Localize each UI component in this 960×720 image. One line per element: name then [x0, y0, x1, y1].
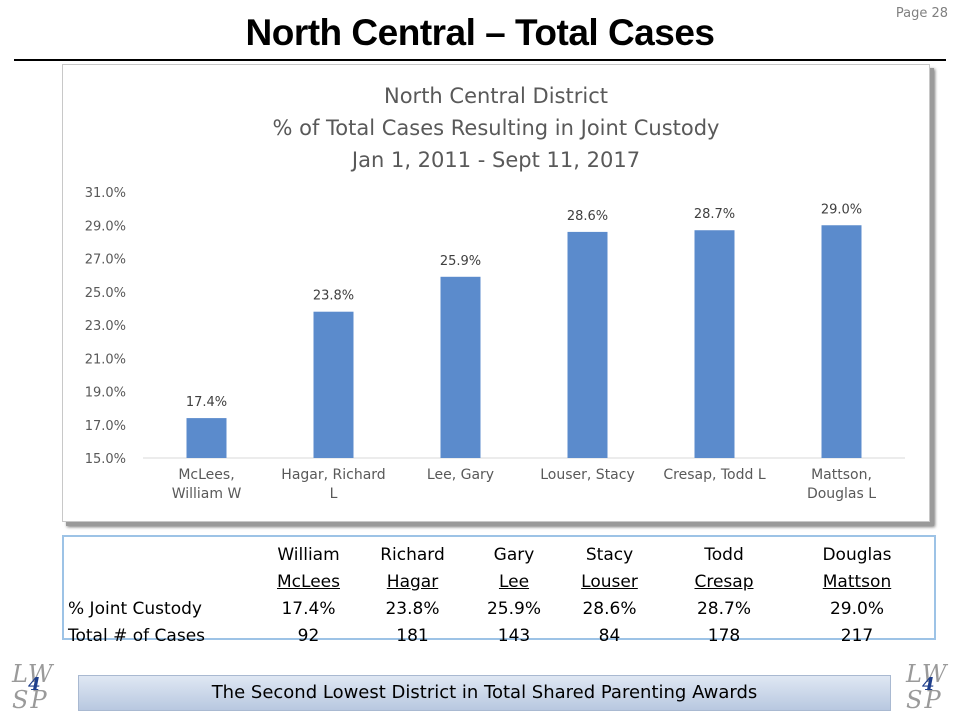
data-table-box: William Richard Gary Stacy Todd Douglas …: [62, 535, 936, 646]
y-tick-label: 19.0%: [85, 386, 126, 401]
bar: [821, 225, 862, 458]
x-tick-label: McLees,: [178, 467, 234, 483]
table-cell: 17.4%: [281, 598, 336, 619]
table-header-cell: Mattson: [822, 571, 892, 592]
logo-number: 4: [28, 674, 41, 695]
slide-title: North Central – Total Cases: [245, 12, 715, 53]
table-cell: 178: [707, 625, 741, 646]
x-tick-label: Hagar, Richard: [281, 467, 385, 483]
chart-title-line: Jan 1, 2011 - Sept 11, 2017: [350, 148, 640, 172]
table-cell: 25.9%: [486, 598, 541, 619]
table-cell: 23.8%: [385, 598, 440, 619]
table-header-first-names: William Richard Gary Stacy Todd Douglas: [68, 541, 927, 568]
y-tick-label: 31.0%: [85, 186, 126, 201]
table-cell: 143: [497, 625, 531, 646]
table-header-cell: William: [277, 544, 340, 565]
table-cell: 84: [598, 625, 621, 646]
table-header-cell: Douglas: [822, 544, 892, 565]
table-row: % Joint Custody 17.4% 23.8% 25.9% 28.6% …: [68, 595, 927, 622]
table-header-cell: Todd: [704, 544, 744, 565]
chart-title-line: North Central District: [384, 84, 608, 108]
table-cell: 28.6%: [582, 598, 637, 619]
table-cell: 92: [297, 625, 320, 646]
logo-text-top: LW: [12, 660, 55, 688]
bar: [567, 231, 608, 458]
lwsp-logo-right: LW 4 SP: [902, 660, 960, 720]
bar: [440, 276, 481, 458]
data-label: 17.4%: [186, 395, 227, 410]
chart-title-line: % of Total Cases Resulting in Joint Cust…: [273, 116, 720, 140]
table-header-last-names: McLees Hagar Lee Louser Cresap Mattson: [68, 568, 927, 595]
page-number: Page 28: [895, 6, 948, 21]
table-cell: 181: [396, 625, 429, 646]
table-header-cell: McLees: [277, 571, 340, 592]
y-tick-label: 25.0%: [85, 286, 126, 301]
logo-text-bottom: SP: [12, 686, 49, 714]
y-tick-label: 23.0%: [85, 319, 126, 334]
y-tick-label: 15.0%: [85, 452, 126, 467]
y-tick-label: 27.0%: [85, 253, 126, 268]
x-tick-label: Mattson,: [811, 467, 872, 483]
table-cell: 217: [840, 625, 874, 646]
table-header-cell: Stacy: [585, 544, 634, 565]
bar-chart: North Central District % of Total Cases R…: [85, 84, 905, 502]
y-tick-label: 21.0%: [85, 352, 126, 367]
table-header-cell: Cresap: [694, 571, 754, 592]
x-tick-label: L: [330, 486, 338, 502]
data-table: William Richard Gary Stacy Todd Douglas …: [68, 541, 927, 649]
title-divider: [14, 59, 946, 61]
table-header-cell: Gary: [493, 544, 535, 565]
data-label: 28.6%: [567, 209, 608, 224]
x-tick-label: Cresap, Todd L: [663, 467, 765, 483]
table-header-cell: Richard: [380, 544, 445, 565]
data-label: 28.7%: [694, 207, 735, 222]
table-header-cell: Lee: [498, 571, 530, 592]
table-cell: 28.7%: [696, 598, 751, 619]
bar: [313, 311, 354, 458]
y-tick-label: 29.0%: [85, 219, 126, 234]
table-row: Total # of Cases 92 181 143 84 178 217: [68, 622, 927, 649]
lwsp-logo-left: LW 4 SP: [8, 660, 68, 720]
table-cell: 29.0%: [829, 598, 884, 619]
bar: [694, 230, 735, 458]
logo-number: 4: [922, 674, 935, 695]
x-tick-label: Douglas L: [807, 486, 876, 502]
x-tick-label: Lee, Gary: [427, 467, 494, 483]
logo-text-top: LW: [906, 660, 949, 688]
chart-frame: North Central District % of Total Cases R…: [62, 64, 930, 522]
table-corner: [68, 568, 262, 595]
table-header-cell: Louser: [581, 571, 638, 592]
footer-banner: The Second Lowest District in Total Shar…: [78, 675, 891, 711]
y-tick-label: 17.0%: [85, 419, 126, 434]
data-label: 23.8%: [313, 289, 354, 304]
x-tick-label: Louser, Stacy: [540, 467, 635, 483]
x-tick-label: William W: [172, 486, 242, 502]
bar: [186, 418, 227, 458]
logo-text-bottom: SP: [906, 686, 943, 714]
table-header-cell: Hagar: [386, 571, 439, 592]
data-label: 29.0%: [821, 202, 862, 217]
table-corner: [68, 541, 262, 568]
data-label: 25.9%: [440, 254, 481, 269]
table-row-label: % Joint Custody: [68, 598, 202, 619]
table-row-label: Total # of Cases: [68, 625, 206, 646]
